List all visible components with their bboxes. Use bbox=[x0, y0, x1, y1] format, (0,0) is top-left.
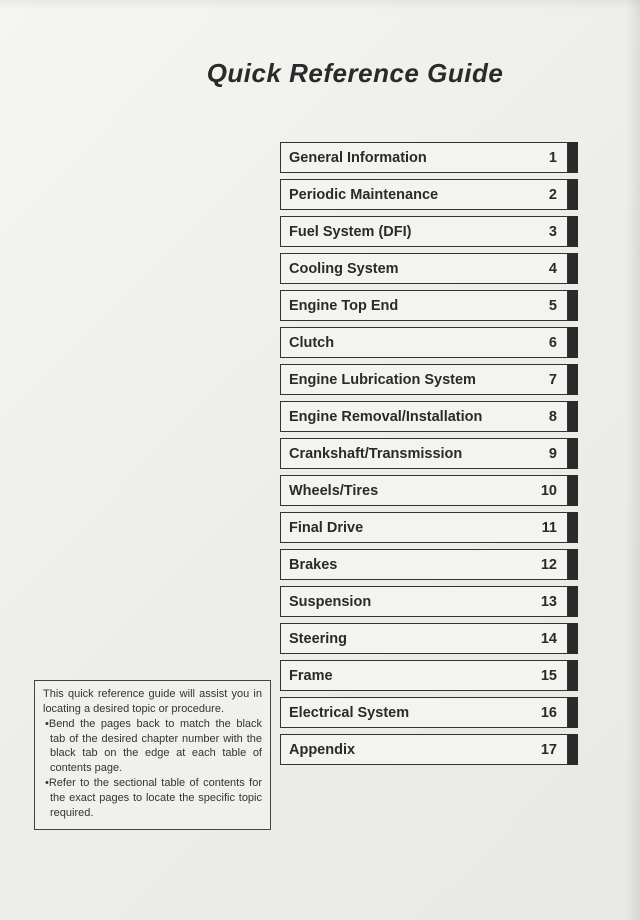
toc-number: 7 bbox=[549, 372, 559, 388]
note-bullet-2: •Refer to the sectional table of content… bbox=[43, 776, 262, 821]
note-box: This quick reference guide will assist y… bbox=[34, 680, 271, 830]
toc-number: 10 bbox=[541, 483, 559, 499]
toc-black-tab bbox=[568, 401, 578, 432]
toc-cell: Appendix 17 bbox=[280, 734, 568, 765]
toc-row: Brakes 12 bbox=[280, 549, 578, 580]
toc-cell: Engine Top End 5 bbox=[280, 290, 568, 321]
toc-label: Engine Top End bbox=[289, 298, 398, 314]
toc-label: Appendix bbox=[289, 742, 355, 758]
toc-number: 4 bbox=[549, 261, 559, 277]
page-title: Quick Reference Guide bbox=[0, 58, 640, 89]
toc-number: 15 bbox=[541, 668, 559, 684]
toc-row: Crankshaft/Transmission 9 bbox=[280, 438, 578, 469]
toc-cell: Crankshaft/Transmission 9 bbox=[280, 438, 568, 469]
toc-cell: Frame 15 bbox=[280, 660, 568, 691]
toc-black-tab bbox=[568, 549, 578, 580]
toc-row: Cooling System 4 bbox=[280, 253, 578, 284]
toc-black-tab bbox=[568, 586, 578, 617]
toc-row: Appendix 17 bbox=[280, 734, 578, 765]
toc-black-tab bbox=[568, 512, 578, 543]
toc-cell: Cooling System 4 bbox=[280, 253, 568, 284]
toc-black-tab bbox=[568, 253, 578, 284]
toc-black-tab bbox=[568, 623, 578, 654]
toc-black-tab bbox=[568, 327, 578, 358]
toc-label: Periodic Maintenance bbox=[289, 187, 438, 203]
toc-cell: Engine Lubrication System 7 bbox=[280, 364, 568, 395]
toc-number: 6 bbox=[549, 335, 559, 351]
toc-number: 12 bbox=[541, 557, 559, 573]
toc-row: Frame 15 bbox=[280, 660, 578, 691]
toc-cell: Suspension 13 bbox=[280, 586, 568, 617]
toc-label: Suspension bbox=[289, 594, 371, 610]
toc-cell: Clutch 6 bbox=[280, 327, 568, 358]
toc-number: 8 bbox=[549, 409, 559, 425]
toc-label: Wheels/Tires bbox=[289, 483, 378, 499]
toc-list: General Information 1 Periodic Maintenance… bbox=[280, 142, 578, 771]
toc-number: 11 bbox=[542, 520, 559, 536]
toc-row: Engine Lubrication System 7 bbox=[280, 364, 578, 395]
toc-label: Engine Lubrication System bbox=[289, 372, 476, 388]
toc-label: General Information bbox=[289, 150, 427, 166]
toc-number: 14 bbox=[541, 631, 559, 647]
toc-black-tab bbox=[568, 697, 578, 728]
toc-row: Suspension 13 bbox=[280, 586, 578, 617]
toc-black-tab bbox=[568, 660, 578, 691]
toc-black-tab bbox=[568, 179, 578, 210]
toc-row: General Information 1 bbox=[280, 142, 578, 173]
toc-black-tab bbox=[568, 475, 578, 506]
toc-row: Fuel System (DFI) 3 bbox=[280, 216, 578, 247]
toc-number: 5 bbox=[549, 298, 559, 314]
toc-black-tab bbox=[568, 216, 578, 247]
toc-cell: Final Drive 11 bbox=[280, 512, 568, 543]
toc-cell: Engine Removal/Installation 8 bbox=[280, 401, 568, 432]
toc-cell: Periodic Maintenance 2 bbox=[280, 179, 568, 210]
toc-cell: Electrical System 16 bbox=[280, 697, 568, 728]
toc-cell: Wheels/Tires 10 bbox=[280, 475, 568, 506]
toc-cell: General Information 1 bbox=[280, 142, 568, 173]
toc-label: Electrical System bbox=[289, 705, 409, 721]
note-bullet-1: •Bend the pages back to match the black … bbox=[43, 717, 262, 776]
toc-number: 13 bbox=[541, 594, 559, 610]
toc-cell: Fuel System (DFI) 3 bbox=[280, 216, 568, 247]
toc-label: Cooling System bbox=[289, 261, 399, 277]
toc-row: Engine Top End 5 bbox=[280, 290, 578, 321]
toc-black-tab bbox=[568, 290, 578, 321]
toc-label: Crankshaft/Transmission bbox=[289, 446, 462, 462]
toc-label: Clutch bbox=[289, 335, 334, 351]
toc-black-tab bbox=[568, 364, 578, 395]
toc-row: Clutch 6 bbox=[280, 327, 578, 358]
page-edge-right bbox=[626, 0, 640, 920]
toc-label: Engine Removal/Installation bbox=[289, 409, 482, 425]
toc-number: 2 bbox=[549, 187, 559, 203]
toc-number: 1 bbox=[549, 150, 559, 166]
toc-label: Brakes bbox=[289, 557, 337, 573]
toc-row: Periodic Maintenance 2 bbox=[280, 179, 578, 210]
toc-row: Electrical System 16 bbox=[280, 697, 578, 728]
page: Quick Reference Guide General Informatio… bbox=[0, 0, 640, 920]
toc-row: Steering 14 bbox=[280, 623, 578, 654]
toc-number: 9 bbox=[549, 446, 559, 462]
toc-black-tab bbox=[568, 438, 578, 469]
toc-label: Fuel System (DFI) bbox=[289, 224, 411, 240]
toc-number: 17 bbox=[541, 742, 559, 758]
toc-row: Engine Removal/Installation 8 bbox=[280, 401, 578, 432]
toc-label: Steering bbox=[289, 631, 347, 647]
toc-number: 16 bbox=[541, 705, 559, 721]
toc-row: Final Drive 11 bbox=[280, 512, 578, 543]
page-edge-top bbox=[0, 0, 640, 10]
toc-number: 3 bbox=[549, 224, 559, 240]
toc-black-tab bbox=[568, 142, 578, 173]
toc-label: Frame bbox=[289, 668, 333, 684]
toc-label: Final Drive bbox=[289, 520, 363, 536]
toc-row: Wheels/Tires 10 bbox=[280, 475, 578, 506]
toc-cell: Steering 14 bbox=[280, 623, 568, 654]
note-intro: This quick reference guide will assist y… bbox=[43, 687, 262, 717]
toc-cell: Brakes 12 bbox=[280, 549, 568, 580]
toc-black-tab bbox=[568, 734, 578, 765]
